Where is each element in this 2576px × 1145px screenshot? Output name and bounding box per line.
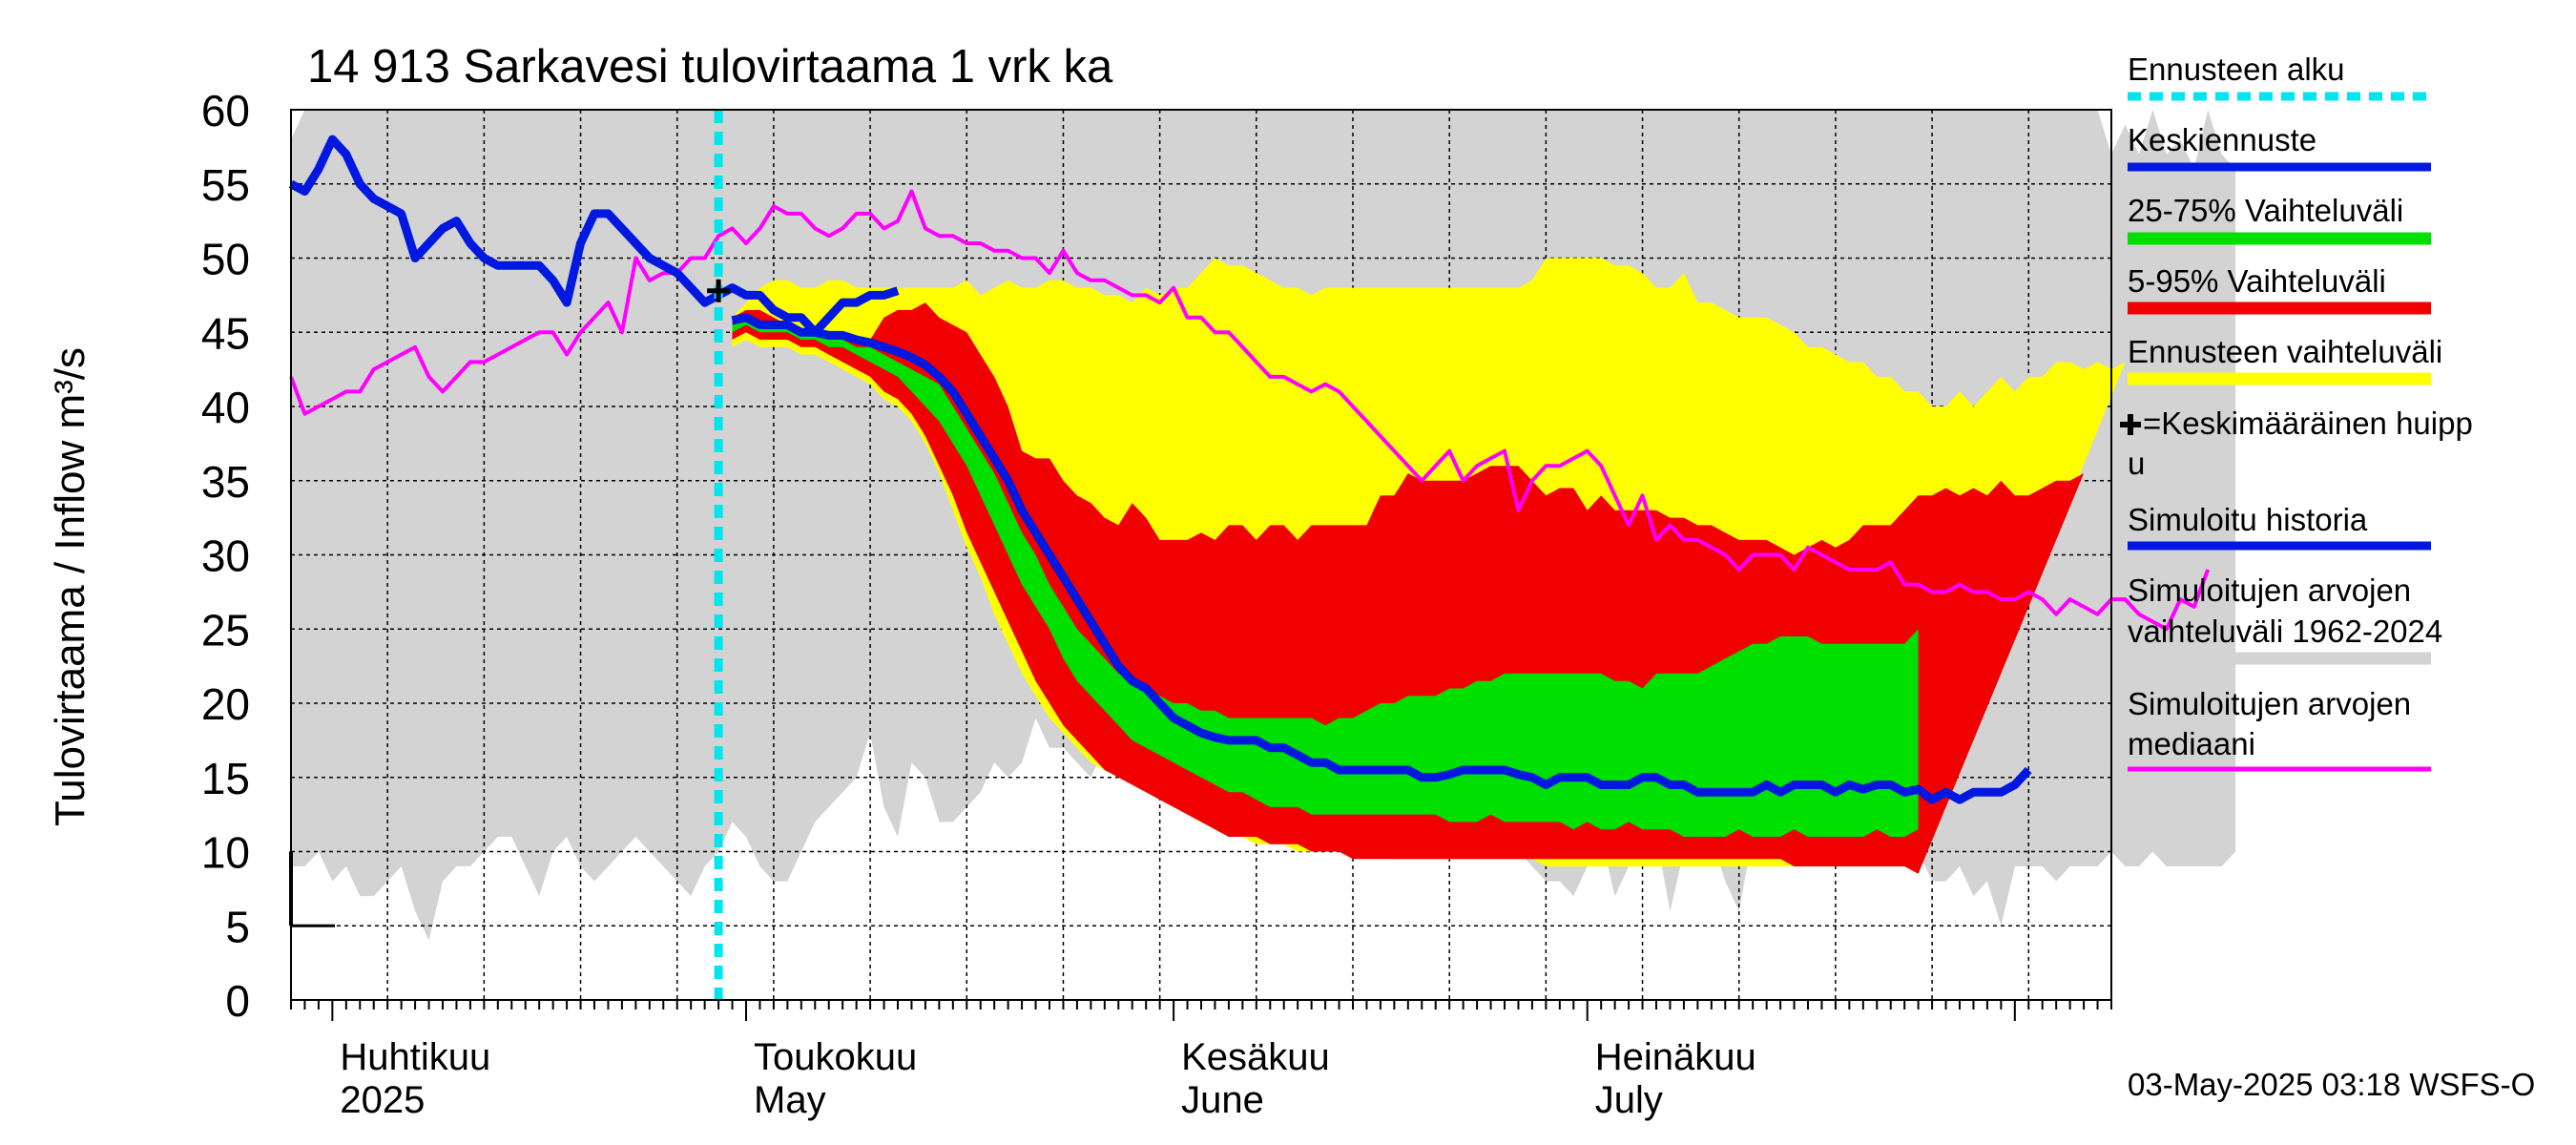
footer-timestamp: 03-May-2025 03:18 WSFS-O: [2128, 1067, 2535, 1102]
legend-swatch-mean-peak: [2120, 414, 2141, 435]
legend: Ennusteen alku Keskiennuste 25-75% Vaiht…: [2120, 52, 2473, 772]
legend-item-forecast-start: Ennusteen alku: [2128, 52, 2431, 101]
y-tick-label: 55: [201, 160, 250, 210]
legend-label-p25-75: 25-75% Vaihteluväli: [2128, 193, 2403, 228]
y-tick-label: 40: [201, 383, 250, 432]
y-tick-label: 50: [201, 235, 250, 284]
legend-item-p25-75: 25-75% Vaihteluväli: [2128, 193, 2431, 245]
legend-label-forecast-range: Ennusteen vaihteluväli: [2128, 334, 2442, 369]
plot-area: [288, 109, 2236, 1001]
y-tick-label: 10: [201, 828, 250, 878]
x-month-label-fi: Heinäkuu: [1595, 1036, 1756, 1078]
y-tick-label: 5: [225, 902, 250, 951]
p25-75-band: [732, 317, 1919, 837]
legend-item-sim-history: Simuloitu historia: [2128, 502, 2431, 551]
simulated-median-line: [289, 189, 2211, 632]
legend-label-mean-peak-line1: =Keskimääräinen huipp: [2143, 406, 2473, 441]
x-month-label-fi: Toukokuu: [754, 1036, 917, 1078]
y-axis: 0 5 10 15 20 25 30 35 40 45 50 55 60: [201, 86, 335, 1026]
legend-label-sim-median-line2: mediaani: [2128, 726, 2255, 761]
legend-item-sim-range: Simuloitujen arvojen vaihteluväli 1962-2…: [2128, 572, 2442, 665]
y-tick-label: 60: [201, 86, 250, 135]
legend-item-mean-forecast: Keskiennuste: [2128, 122, 2431, 172]
x-month-label-fi: Huhtikuu: [340, 1036, 490, 1078]
y-tick-label: 35: [201, 457, 250, 507]
mean-peak-marker: [707, 279, 731, 302]
legend-item-sim-median: Simuloitujen arvojen mediaani: [2128, 686, 2431, 772]
legend-label-p5-95: 5-95% Vaihteluväli: [2128, 263, 2386, 299]
x-month-label-en: July: [1595, 1079, 1663, 1121]
legend-item-mean-peak: =Keskimääräinen huipp u: [2120, 406, 2473, 481]
x-month-label-fi: Kesäkuu: [1181, 1036, 1330, 1078]
legend-label-mean-forecast: Keskiennuste: [2128, 122, 2316, 157]
legend-label-sim-range-line1: Simuloitujen arvojen: [2128, 572, 2411, 608]
y-tick-label: 15: [201, 754, 250, 803]
x-month-label-en: June: [1181, 1079, 1264, 1121]
legend-item-forecast-range: Ennusteen vaihteluväli: [2128, 334, 2442, 385]
y-tick-label: 20: [201, 679, 250, 729]
x-month-label-en: May: [754, 1079, 826, 1121]
chart-title: 14 913 Sarkavesi tulovirtaama 1 vrk ka: [307, 41, 1113, 93]
legend-label-sim-median-line1: Simuloitujen arvojen: [2128, 686, 2411, 721]
mean-forecast-series: [731, 313, 2032, 804]
mean-peak-cross: [707, 279, 731, 302]
p25-75-range-area: [732, 317, 1919, 837]
legend-label-sim-range-line2: vaihteluväli 1962-2024: [2128, 614, 2442, 649]
y-tick-label: 30: [201, 531, 250, 581]
y-tick-label: 25: [201, 605, 250, 655]
mean-forecast-line: [731, 313, 2032, 804]
x-month-label-en: 2025: [340, 1079, 425, 1121]
legend-item-p5-95: 5-95% Vaihteluväli: [2128, 263, 2431, 315]
y-axis-label: Tulovirtaama / Inflow m³/s: [47, 347, 93, 826]
legend-label-mean-peak-line2: u: [2128, 446, 2145, 481]
legend-label-forecast-start: Ennusteen alku: [2128, 52, 2345, 87]
sim-median-series: [289, 189, 2211, 632]
y-tick-label: 45: [201, 308, 250, 358]
y-tick-label: 0: [225, 976, 250, 1026]
legend-label-sim-history: Simuloitu historia: [2128, 502, 2368, 537]
simulated-history-line: [288, 135, 900, 337]
sim-history-series: [288, 135, 900, 337]
